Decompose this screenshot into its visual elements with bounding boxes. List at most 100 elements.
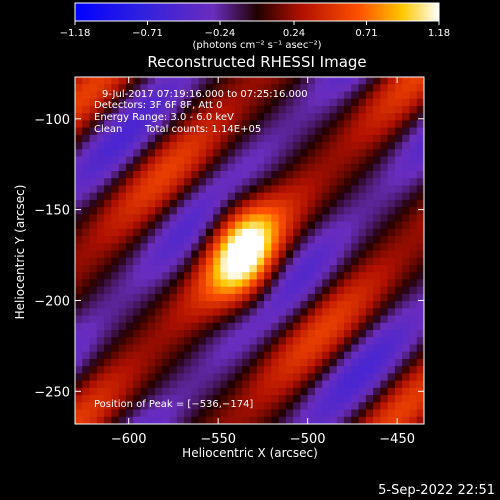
plot-frame xyxy=(74,76,425,425)
heatmap-cell xyxy=(176,293,185,302)
heatmap-cell xyxy=(416,236,424,244)
heatmap-cell xyxy=(402,264,411,273)
heatmap-cell xyxy=(402,163,411,172)
heatmap-cell xyxy=(416,395,424,403)
heatmap-cell xyxy=(125,279,134,288)
heatmap-cell xyxy=(125,185,134,194)
heatmap-cell xyxy=(96,243,105,252)
heatmap-cell xyxy=(278,214,287,223)
heatmap-cell xyxy=(242,84,251,93)
heatmap-cell xyxy=(89,322,98,331)
heatmap-cell xyxy=(191,105,200,114)
heatmap-cell xyxy=(380,91,389,100)
heatmap-cell xyxy=(344,257,352,266)
heatmap-cell xyxy=(133,149,142,158)
heatmap-cell xyxy=(154,358,163,367)
heatmap-cell xyxy=(176,344,185,353)
heatmap-cell xyxy=(264,330,272,338)
heatmap-cell xyxy=(264,113,272,121)
heatmap-cell xyxy=(264,120,272,129)
heatmap-cell xyxy=(104,358,112,367)
heatmap-cell xyxy=(373,221,381,230)
heatmap-cell xyxy=(394,163,403,172)
heatmap-cell xyxy=(184,170,192,179)
heatmap-cell xyxy=(191,163,200,172)
heatmap-cell xyxy=(329,113,338,121)
heatmap-cell xyxy=(125,250,134,259)
heatmap-cell xyxy=(96,250,105,259)
heatmap-cell xyxy=(198,163,207,172)
y-axis: −250−200−150−100 xyxy=(34,113,424,400)
heatmap-cell xyxy=(307,264,316,273)
heatmap-cell xyxy=(191,243,200,252)
heatmap-cell xyxy=(416,286,424,295)
heatmap-cell xyxy=(402,322,411,331)
heatmap-cell xyxy=(147,214,156,223)
heatmap-cell xyxy=(176,105,185,114)
heatmap-cell xyxy=(133,286,142,295)
heatmap-cell xyxy=(314,315,323,324)
heatmap-cell xyxy=(96,170,105,179)
heatmap-cell xyxy=(314,142,323,150)
heatmap-cell xyxy=(307,250,316,259)
heatmap-cell xyxy=(104,156,112,165)
heatmap-cell xyxy=(242,301,251,309)
heatmap-cell xyxy=(147,127,156,136)
heatmap-cell xyxy=(322,344,331,353)
heatmap-cell xyxy=(169,272,178,281)
heatmap-cell xyxy=(285,301,294,309)
heatmap-cell xyxy=(242,337,251,346)
heatmap-cell xyxy=(293,243,301,252)
heatmap-cell xyxy=(307,380,316,389)
heatmap-cell xyxy=(380,344,389,353)
heatmap-cell xyxy=(89,98,98,107)
heatmap-cell xyxy=(322,330,331,338)
heatmap-cell xyxy=(300,322,309,331)
heatmap-cell xyxy=(336,84,345,93)
heatmap-cell xyxy=(409,134,418,143)
heatmap-cell xyxy=(416,214,424,223)
heatmap-cell xyxy=(351,156,360,165)
heatmap-cell xyxy=(169,142,178,150)
heatmap-cell xyxy=(409,264,418,273)
heatmap-cell xyxy=(314,91,323,100)
heatmap-cell xyxy=(300,149,309,158)
heatmap-cell xyxy=(387,178,396,187)
heatmap-cell xyxy=(264,315,272,324)
heatmap-cell xyxy=(300,264,309,273)
heatmap-cell xyxy=(140,409,149,418)
heatmap-cell xyxy=(271,344,280,353)
heatmap-cell xyxy=(351,402,360,411)
heatmap-cell xyxy=(322,264,331,273)
heatmap-cell xyxy=(154,264,163,273)
heatmap-cell xyxy=(380,308,389,317)
heatmap-cell xyxy=(278,127,287,136)
heatmap-cell xyxy=(358,387,367,396)
heatmap-cell xyxy=(402,315,411,324)
heatmap-cell xyxy=(125,380,134,389)
heatmap-cell xyxy=(184,98,192,107)
heatmap-cell xyxy=(402,113,411,121)
heatmap-cell xyxy=(380,134,389,143)
heatmap-cell xyxy=(184,286,192,295)
heatmap-cell xyxy=(220,91,229,100)
heatmap-cell xyxy=(271,163,280,172)
heatmap-cell xyxy=(387,91,396,100)
heatmap-cell xyxy=(198,330,207,338)
heatmap-cell xyxy=(220,120,229,129)
heatmap-cell xyxy=(409,170,418,179)
heatmap-cell xyxy=(329,91,338,100)
heatmap-cell xyxy=(169,236,178,244)
heatmap-cell xyxy=(409,257,418,266)
heatmap-cell xyxy=(285,105,294,114)
heatmap-cell xyxy=(394,387,403,396)
heatmap-cell xyxy=(307,236,316,244)
heatmap-cell xyxy=(416,279,424,288)
heatmap-cell xyxy=(104,113,112,121)
heatmap-cell xyxy=(140,207,149,215)
heatmap-cell xyxy=(234,315,243,324)
heatmap-cell xyxy=(213,142,222,150)
heatmap-cell xyxy=(365,163,374,172)
heatmap-cell xyxy=(285,337,294,346)
heatmap-cell xyxy=(344,409,352,418)
